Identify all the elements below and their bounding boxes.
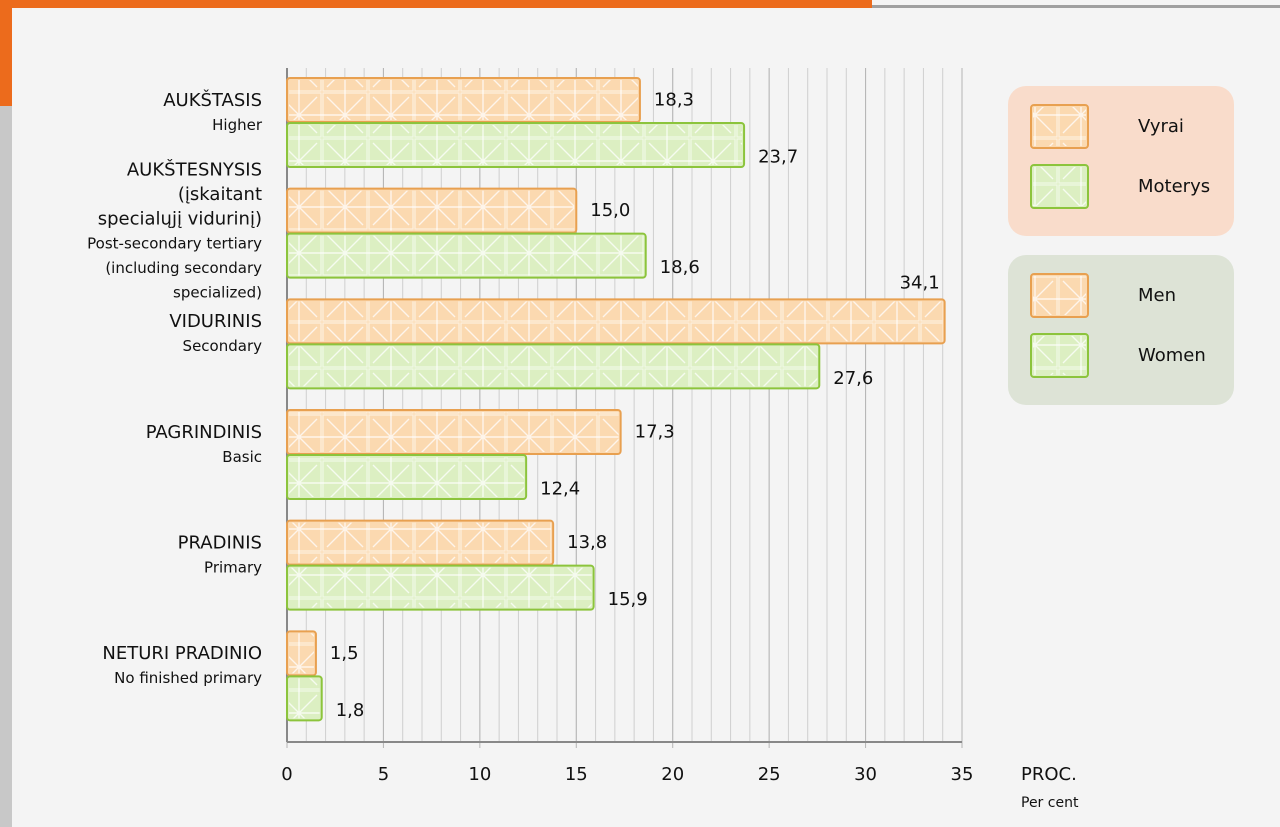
bar-pattern	[289, 346, 818, 387]
legend-swatch-pattern	[1033, 336, 1086, 375]
category-sublabel: Secondary	[183, 337, 263, 355]
side-bar	[0, 0, 12, 106]
bar-pattern	[289, 412, 619, 452]
bar-pattern	[289, 190, 575, 231]
category-sublabel: Primary	[204, 558, 262, 576]
legend-swatch-pattern	[1033, 107, 1086, 146]
top-bar	[0, 0, 872, 8]
legend-label: Women	[1138, 345, 1206, 366]
value-label: 18,6	[660, 257, 700, 278]
category-label: VIDURINIS	[169, 311, 262, 332]
bar-pattern	[289, 125, 743, 165]
category-label: AUKŠTASIS	[163, 89, 262, 111]
bar-pattern	[289, 80, 638, 120]
x-tick-label: 5	[378, 764, 389, 785]
value-label: 18,3	[654, 90, 694, 111]
legend-label: Men	[1138, 285, 1176, 306]
value-label: 34,1	[900, 272, 940, 293]
value-label: 15,9	[608, 589, 648, 610]
legend-label: Moterys	[1138, 176, 1210, 197]
value-label: 1,8	[336, 700, 365, 721]
bar-pattern	[289, 678, 320, 719]
value-label: 17,3	[635, 422, 675, 443]
bar-pattern	[289, 522, 552, 563]
category-sublabel: specialized)	[173, 283, 262, 301]
category-label: specialųjį vidurinį)	[98, 208, 262, 229]
value-label: 23,7	[758, 147, 798, 168]
category-sublabel: Basic	[222, 448, 262, 466]
bar-pattern	[289, 567, 592, 608]
category-label: AUKŠTESNYSIS	[127, 158, 262, 180]
legend-label: Vyrai	[1138, 116, 1184, 137]
x-axis-label: PROC.	[1021, 764, 1077, 785]
x-axis-label-en: Per cent	[1021, 795, 1079, 811]
category-sublabel: (including secondary	[105, 259, 262, 277]
bar-pattern	[289, 301, 943, 342]
top-line	[872, 5, 1280, 8]
value-label: 13,8	[567, 532, 607, 553]
bar-pattern	[289, 633, 314, 674]
legend-swatch-pattern	[1033, 276, 1086, 315]
category-label: (įskaitant	[178, 184, 262, 205]
x-tick-label: 0	[281, 764, 292, 785]
x-tick-label: 35	[951, 764, 974, 785]
category-label: PAGRINDINIS	[146, 422, 262, 443]
bar-pattern	[289, 457, 525, 497]
legend-swatch-pattern	[1033, 167, 1086, 206]
x-tick-label: 20	[661, 764, 684, 785]
value-label: 27,6	[833, 368, 873, 389]
category-label: NETURI PRADINIO	[102, 643, 262, 664]
x-tick-label: 25	[758, 764, 781, 785]
bar-pattern	[289, 235, 644, 276]
side-strip	[0, 106, 12, 827]
value-label: 1,5	[330, 643, 359, 664]
x-tick-label: 30	[854, 764, 877, 785]
x-tick-label: 10	[468, 764, 491, 785]
x-tick-label: 15	[565, 764, 588, 785]
category-label: PRADINIS	[178, 532, 262, 553]
category-sublabel: Higher	[212, 116, 263, 134]
value-label: 15,0	[590, 200, 630, 221]
category-sublabel: Post-secondary tertiary	[87, 234, 262, 252]
value-label: 12,4	[540, 479, 580, 500]
category-sublabel: No finished primary	[114, 669, 262, 687]
